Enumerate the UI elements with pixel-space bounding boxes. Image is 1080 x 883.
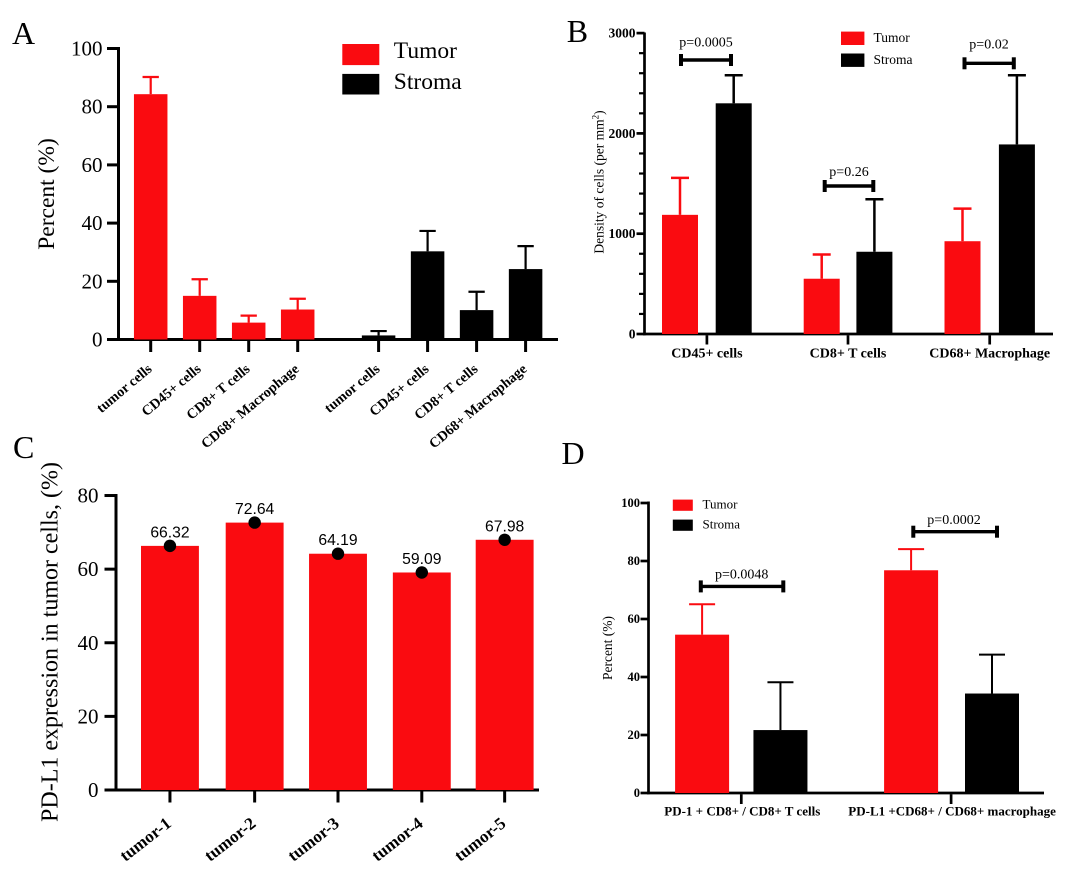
svg-text:20: 20 [82,269,103,293]
svg-text:67.98: 67.98 [485,518,525,535]
svg-text:1000: 1000 [609,226,636,241]
svg-text:Percent (%): Percent (%) [600,616,615,680]
svg-text:60: 60 [628,612,641,626]
svg-text:PD-L1 +CD68+ / CD68+ macropha: PD-L1 +CD68+ / CD68+ macrophage [848,804,1056,819]
svg-text:Tumor: Tumor [874,30,911,45]
svg-text:A: A [12,15,35,51]
svg-text:3000: 3000 [609,26,636,41]
svg-text:60: 60 [78,557,99,581]
svg-text:Stroma: Stroma [703,517,741,532]
svg-text:100: 100 [621,496,640,510]
svg-text:p=0.02: p=0.02 [969,38,1008,53]
svg-text:Stroma: Stroma [394,69,462,95]
svg-text:20: 20 [78,704,99,728]
svg-text:Tumor: Tumor [394,38,457,64]
svg-text:Tumor: Tumor [703,497,739,512]
svg-text:D: D [562,435,585,471]
svg-text:p=0.26: p=0.26 [829,165,868,180]
svg-text:p=0.0002: p=0.0002 [927,513,980,528]
svg-text:40: 40 [628,670,641,684]
svg-text:66.32: 66.32 [150,524,189,541]
svg-text:Stroma: Stroma [874,52,913,67]
svg-text:CD68+ Macrophage: CD68+ Macrophage [929,347,1050,362]
svg-text:64.19: 64.19 [318,532,357,549]
svg-text:0: 0 [92,328,103,352]
svg-text:PD-L1 expression in tumor cell: PD-L1 expression in tumor cells, (%) [38,462,64,822]
svg-text:0: 0 [629,326,636,341]
svg-text:2000: 2000 [609,126,636,141]
svg-text:Density of cells (per mm2): Density of cells (per mm2) [591,110,607,253]
svg-text:100: 100 [71,37,103,61]
svg-text:p=0.0005: p=0.0005 [679,36,732,51]
svg-text:72.64: 72.64 [235,501,275,518]
svg-text:80: 80 [82,95,103,119]
svg-text:PD-1 + CD8+ / CD8+ T cells: PD-1 + CD8+ / CD8+ T cells [664,804,820,819]
svg-text:0: 0 [88,778,99,802]
svg-text:20: 20 [628,728,641,742]
svg-text:0: 0 [634,786,640,800]
svg-text:p=0.0048: p=0.0048 [715,568,768,583]
svg-text:40: 40 [82,211,103,235]
svg-text:Percent (%): Percent (%) [34,138,60,250]
svg-text:40: 40 [78,631,99,655]
svg-text:59.09: 59.09 [402,551,441,568]
svg-text:80: 80 [628,554,641,568]
svg-text:80: 80 [78,484,99,508]
svg-text:B: B [567,13,588,49]
svg-text:CD8+ T cells: CD8+ T cells [810,347,887,362]
svg-text:60: 60 [82,153,103,177]
svg-text:C: C [13,429,34,465]
svg-text:CD45+ cells: CD45+ cells [671,347,743,362]
